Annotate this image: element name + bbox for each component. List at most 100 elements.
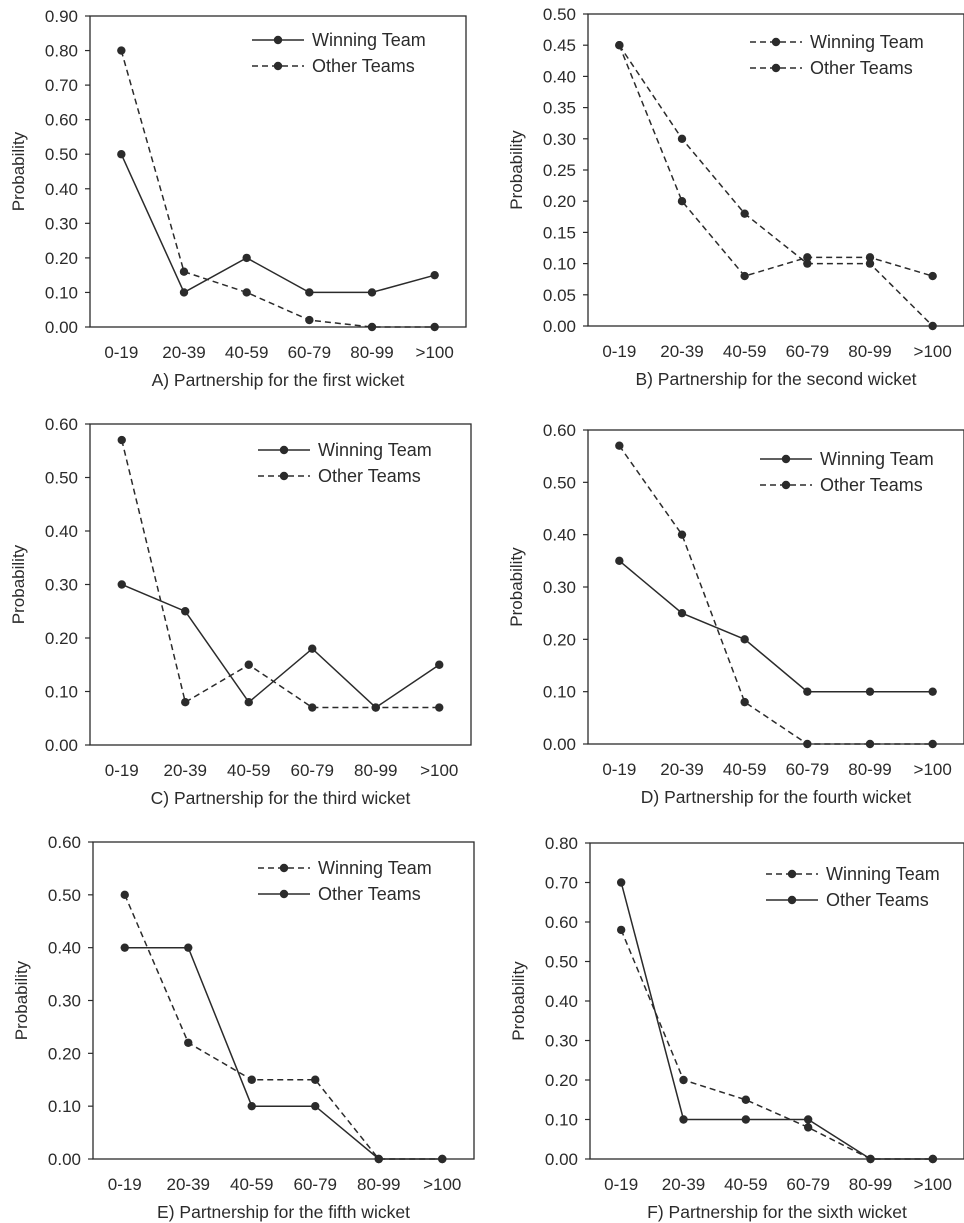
data-point xyxy=(117,46,126,55)
y-tick-label: 0.05 xyxy=(543,286,576,305)
chart-panel-6: 0.00 0.10 0.20 0.30 0.40 0.50 0.60 0.70 0.80 0-19… xyxy=(509,834,964,1222)
y-tick-label: 0.40 xyxy=(45,180,78,199)
data-point xyxy=(120,890,129,900)
y-tick-label: 0.20 xyxy=(543,192,576,211)
data-point xyxy=(679,1115,688,1124)
y-tick-label: 0.50 xyxy=(45,145,78,164)
x-tick-label: 60-79 xyxy=(294,1175,337,1194)
series-line-1 xyxy=(120,153,435,294)
x-tick-label: 80-99 xyxy=(848,342,891,361)
data-point xyxy=(865,687,875,696)
series-line-1 xyxy=(618,44,933,277)
series-line-1 xyxy=(618,560,933,693)
x-tick-label: 0-19 xyxy=(105,761,139,780)
panel-caption: F) Partnership for the sixth wicket xyxy=(647,1202,907,1222)
x-tick-label: 60-79 xyxy=(786,342,829,361)
y-tick-label: 0.70 xyxy=(45,76,78,95)
data-point xyxy=(430,270,439,280)
data-point xyxy=(242,253,251,263)
data-point xyxy=(677,134,687,143)
legend-label: Winning Team xyxy=(820,449,934,469)
legend-label: Other Teams xyxy=(810,58,913,78)
y-tick-label: 0.60 xyxy=(543,421,576,440)
data-point xyxy=(305,288,314,297)
y-axis-label: Probability xyxy=(9,131,28,211)
data-point xyxy=(677,530,687,539)
data-point xyxy=(242,288,251,297)
data-point xyxy=(740,209,749,218)
data-point xyxy=(866,1154,875,1164)
y-tick-label: 0.50 xyxy=(48,886,81,905)
chart-panel-1: 0.00 0.10 0.20 0.30 0.40 0.50 0.60 0.70 0.80 0.90… xyxy=(9,7,467,390)
x-tick-label: >100 xyxy=(423,1175,461,1194)
data-point xyxy=(928,739,937,749)
panel-caption: B) Partnership for the second wicket xyxy=(635,369,916,389)
legend-label: Winning Team xyxy=(826,864,940,884)
data-point xyxy=(117,150,126,159)
legend-marker xyxy=(781,480,791,490)
data-point xyxy=(438,1154,447,1164)
y-tick-label: 0.20 xyxy=(545,1071,578,1090)
x-tick-label: 40-59 xyxy=(723,342,766,361)
data-point xyxy=(803,253,812,262)
y-tick-label: 0.60 xyxy=(45,111,78,130)
y-tick-label: 0.50 xyxy=(545,953,578,972)
data-point xyxy=(308,703,317,712)
x-tick-label: 40-59 xyxy=(230,1175,273,1194)
legend-marker xyxy=(279,445,289,455)
data-point xyxy=(741,1095,751,1104)
y-axis-label: Probability xyxy=(509,961,528,1041)
x-tick-label: 80-99 xyxy=(354,761,397,780)
data-point xyxy=(803,1115,813,1124)
y-tick-label: 0.00 xyxy=(48,1150,81,1169)
data-point xyxy=(928,271,937,281)
y-tick-label: 0.30 xyxy=(543,578,576,597)
series-line-1 xyxy=(620,929,933,1160)
panel-caption: D) Partnership for the fourth wicket xyxy=(641,787,912,807)
x-tick-label: >100 xyxy=(914,760,952,779)
legend-label: Winning Team xyxy=(312,30,426,50)
series-line-2 xyxy=(120,50,435,328)
data-point xyxy=(120,943,129,952)
y-tick-label: 0.40 xyxy=(545,992,578,1011)
x-tick-label: 80-99 xyxy=(350,343,393,362)
legend-label: Other Teams xyxy=(820,475,923,495)
y-tick-label: 0.00 xyxy=(543,317,576,336)
chart-panel-2: 0.00 0.05 0.10 0.15 0.20 0.25 0.30 0.35 0.40 0.45… xyxy=(507,5,964,389)
x-tick-label: 60-79 xyxy=(288,343,331,362)
legend-marker xyxy=(279,863,289,873)
plot-frame xyxy=(89,15,467,328)
y-tick-label: 0.30 xyxy=(45,576,78,595)
y-axis-label: Probability xyxy=(12,960,31,1040)
data-point xyxy=(616,878,626,887)
panel-caption: E) Partnership for the fifth wicket xyxy=(157,1202,410,1222)
y-tick-label: 0.20 xyxy=(45,249,78,268)
legend-label: Winning Team xyxy=(318,858,432,878)
series-line-2 xyxy=(620,882,933,1160)
y-tick-label: 0.10 xyxy=(48,1097,81,1116)
data-point xyxy=(740,697,749,707)
data-point xyxy=(865,739,875,749)
data-point xyxy=(803,739,812,749)
data-point xyxy=(308,644,317,653)
data-point xyxy=(615,556,624,566)
y-tick-label: 0.00 xyxy=(45,736,78,755)
data-point xyxy=(247,1075,256,1084)
x-tick-label: 20-39 xyxy=(660,342,703,361)
legend-marker xyxy=(787,869,797,879)
y-tick-label: 0.60 xyxy=(545,913,578,932)
y-axis-label: Probability xyxy=(507,547,526,627)
data-point xyxy=(803,1123,813,1132)
y-tick-label: 0.60 xyxy=(45,415,78,434)
data-point xyxy=(677,197,687,206)
data-point xyxy=(311,1101,320,1111)
x-tick-label: 60-79 xyxy=(786,760,829,779)
series-line-1 xyxy=(124,894,443,1160)
x-tick-label: 20-39 xyxy=(162,343,205,362)
data-point xyxy=(615,441,624,450)
legend-marker xyxy=(273,35,283,45)
y-tick-label: 0.00 xyxy=(45,318,78,337)
data-point xyxy=(247,1101,256,1111)
legend-marker xyxy=(279,889,289,899)
y-tick-label: 0.10 xyxy=(545,1111,578,1130)
